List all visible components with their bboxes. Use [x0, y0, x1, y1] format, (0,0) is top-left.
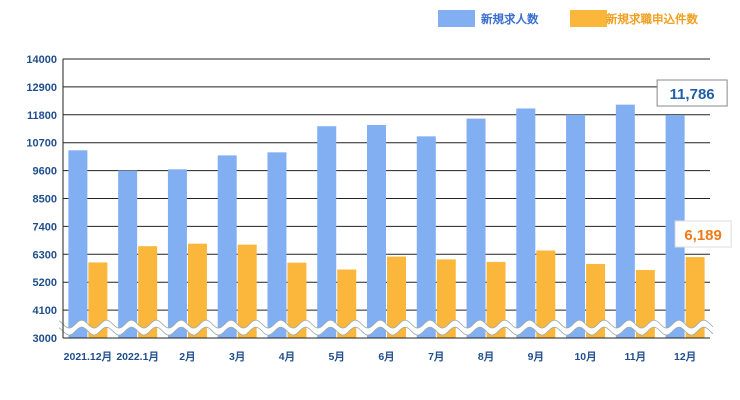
bar-new-applications [287, 262, 307, 338]
legend-item-new-job-openings: 新規求人数 [481, 12, 539, 26]
x-tick-label: 9月 [528, 351, 544, 363]
bar-new-applications [237, 244, 257, 338]
y-tick-label: 14000 [26, 54, 57, 66]
legend-swatch [438, 10, 475, 27]
bar-new-applications [138, 246, 158, 338]
axis-break-line [58, 319, 714, 329]
x-tick-label: 3月 [229, 351, 245, 363]
bar-new-applications [436, 259, 456, 338]
x-tick-label: 7月 [428, 351, 444, 363]
bar-new-job-openings [217, 155, 237, 338]
bar-new-job-openings [167, 169, 187, 338]
bar-new-applications [685, 257, 705, 338]
y-tick-label: 7400 [33, 221, 57, 233]
bar-new-applications [486, 261, 506, 338]
bar-new-job-openings [118, 170, 138, 338]
y-tick-label: 3000 [33, 333, 57, 345]
y-tick-label: 6300 [33, 249, 57, 261]
y-tick-label: 4100 [33, 305, 57, 317]
x-tick-label: 4月 [279, 351, 295, 363]
x-tick-label: 5月 [329, 351, 345, 363]
bar-new-job-openings [466, 118, 486, 338]
legend-item-new-applications: 新規求職申込件数 [606, 12, 698, 26]
x-tick-label: 2月 [179, 351, 195, 363]
y-tick-label: 11800 [27, 110, 57, 122]
bar-new-job-openings [416, 136, 436, 338]
axis-break-band [59, 320, 713, 336]
bar-new-applications [88, 262, 108, 338]
bar-new-applications [536, 250, 556, 338]
x-tick-label: 2022.1月 [116, 351, 159, 363]
bar-new-job-openings [367, 124, 386, 338]
bar-new-applications [586, 263, 606, 338]
callout-applications: 6,189 [684, 227, 722, 244]
bar-new-applications [187, 243, 207, 338]
legend: 新規求人数 新規求職申込件数 [438, 10, 698, 27]
y-tick-label: 10700 [26, 138, 57, 150]
x-tick-label: 11月 [625, 351, 647, 363]
y-tick-label: 12900 [26, 82, 57, 94]
bar-new-job-openings [516, 108, 536, 338]
bar-new-applications [387, 256, 406, 338]
x-tick-label: 8月 [478, 351, 494, 363]
y-tick-label: 9600 [33, 166, 57, 178]
bars [68, 104, 705, 339]
x-tick-label: 2021.12月 [64, 351, 112, 363]
axes: 3000 4100 5200 6300 7400 8500 9600 10700 11800 12… [26, 54, 710, 363]
callout-box-applications [674, 220, 732, 248]
callouts: 11,786 6,189 [656, 79, 732, 248]
legend-swatch [570, 10, 607, 27]
axis-break-line [58, 326, 714, 336]
gridlines [63, 58, 710, 339]
callout-box-job-openings [656, 79, 728, 107]
bar-new-job-openings [615, 104, 635, 339]
bar-new-job-openings [566, 114, 586, 338]
axis-break [58, 319, 714, 336]
bar-new-job-openings [267, 152, 287, 338]
x-tick-label: 6月 [378, 351, 394, 363]
x-tick-label: 12月 [674, 351, 696, 363]
y-tick-label: 8500 [33, 194, 57, 206]
bar-new-job-openings [68, 150, 88, 338]
bar-new-job-openings [317, 126, 337, 338]
y-tick-label: 5200 [33, 277, 57, 289]
bar-new-applications [635, 270, 655, 338]
bar-new-applications [337, 269, 357, 338]
callout-job-openings: 11,786 [670, 86, 715, 103]
x-tick-label: 10月 [574, 351, 596, 363]
